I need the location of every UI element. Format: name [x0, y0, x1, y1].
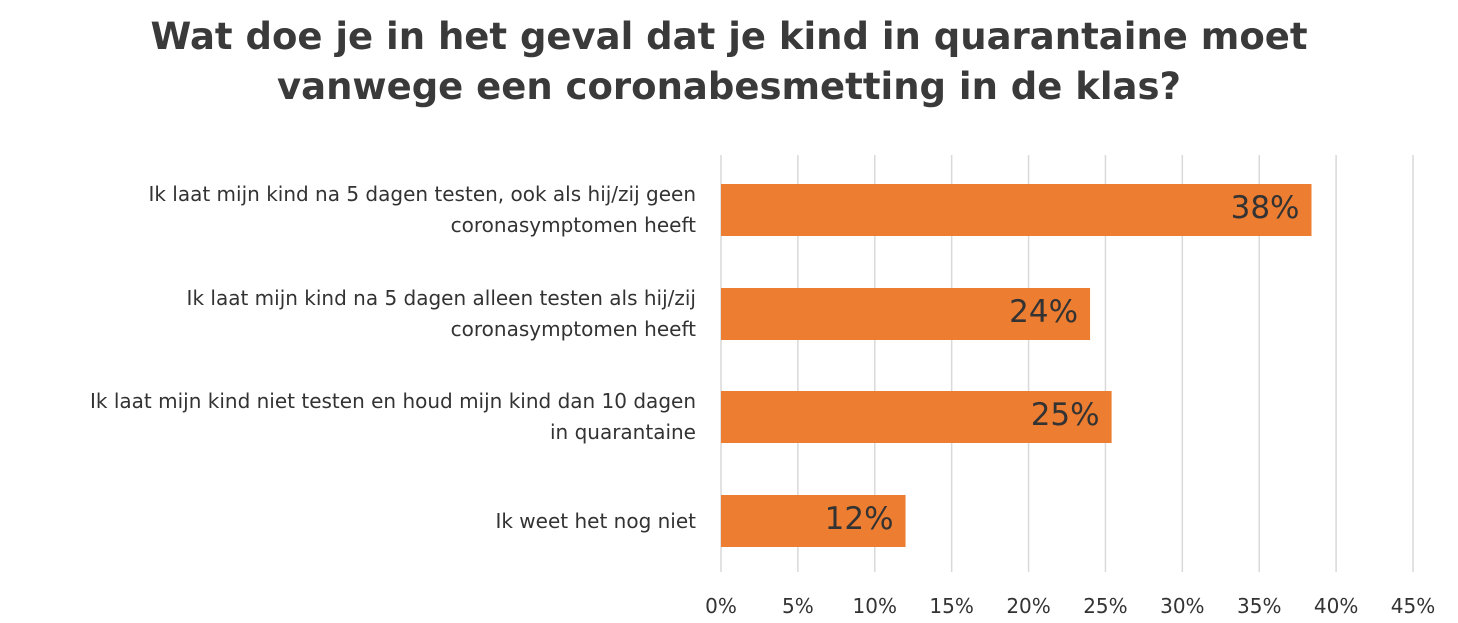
bar: [721, 391, 1112, 443]
x-tick-label: 35%: [1236, 594, 1282, 618]
category-label-line: Ik laat mijn kind na 5 dagen testen, ook…: [148, 182, 696, 206]
x-tick-label: 15%: [929, 594, 974, 618]
category-label: Ik laat mijn kind na 5 dagen testen, ook…: [148, 179, 696, 241]
chart-title: Wat doe je in het geval dat je kind in q…: [0, 12, 1458, 112]
category-label-line: coronasymptomen heeft: [450, 317, 696, 341]
x-tick-label: 25%: [1083, 594, 1128, 618]
x-tick-label: 40%: [1313, 594, 1359, 618]
category-label-line: Ik weet het nog niet: [495, 508, 696, 533]
chart-title-line-2: vanwege een coronabesmetting in de klas?: [276, 65, 1182, 108]
data-label: 12%: [824, 501, 894, 537]
bar: [721, 288, 1091, 340]
chart-title-line-1: Wat doe je in het geval dat je kind in q…: [150, 15, 1308, 58]
x-tick-label: 45%: [1390, 594, 1436, 618]
x-tick-label: 0%: [705, 594, 737, 618]
category-label-line: in quarantaine: [549, 420, 696, 444]
category-label-line: Ik laat mijn kind na 5 dagen alleen test…: [186, 286, 696, 310]
bar: [721, 495, 906, 547]
x-tick-label: 30%: [1160, 594, 1205, 618]
data-label: 24%: [1009, 294, 1079, 330]
data-label: 38%: [1230, 190, 1300, 226]
x-tick-label: 10%: [852, 594, 897, 618]
category-label-line: Ik laat mijn kind niet testen en houd mi…: [90, 389, 696, 413]
category-label-line: coronasymptomen heeft: [450, 213, 696, 237]
x-tick-label: 20%: [1006, 594, 1051, 618]
category-label: Ik weet het nog niet: [495, 506, 696, 537]
data-label: 25%: [1030, 397, 1100, 433]
category-label: Ik laat mijn kind na 5 dagen alleen test…: [187, 283, 696, 345]
x-tick-label: 5%: [782, 594, 814, 618]
category-label: Ik laat mijn kind niet testen en houd mi…: [90, 386, 696, 448]
bar: [721, 184, 1312, 236]
